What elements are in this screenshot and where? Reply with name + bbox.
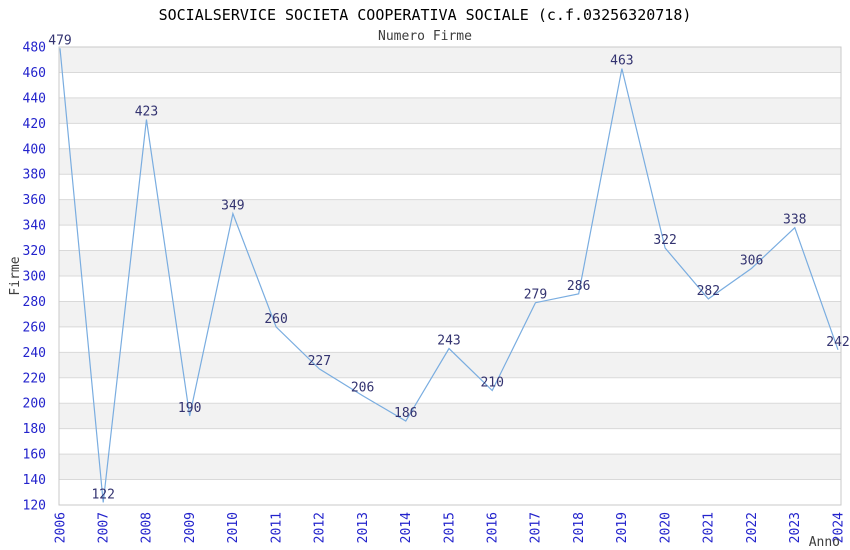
band [59, 403, 841, 429]
data-point-label: 322 [653, 233, 676, 248]
y-tick-label: 440 [23, 91, 46, 106]
data-point-label: 227 [308, 354, 331, 369]
y-tick-label: 420 [23, 117, 46, 132]
x-tick-label: 2014 [399, 512, 414, 543]
y-tick-label: 120 [23, 499, 46, 514]
y-tick-label: 300 [23, 270, 46, 285]
y-tick-label: 240 [23, 346, 46, 361]
x-tick-label: 2010 [226, 512, 241, 543]
y-tick-label: 360 [23, 193, 46, 208]
y-tick-label: 480 [23, 41, 46, 56]
y-tick-label: 400 [23, 142, 46, 157]
band [59, 97, 841, 124]
x-tick-label: 2013 [356, 512, 371, 543]
y-tick-label: 460 [23, 66, 46, 81]
x-tick-label: 2009 [183, 512, 198, 543]
data-point-label: 349 [221, 199, 244, 214]
data-point-label: 186 [394, 406, 417, 421]
chart-subtitle: Numero Firme [378, 29, 472, 44]
x-tick-label: 2008 [140, 512, 155, 543]
data-point-label: 260 [264, 312, 287, 327]
band [59, 454, 841, 480]
x-tick-label: 2020 [658, 512, 673, 543]
data-point-label: 306 [740, 253, 763, 268]
y-axis-tick-labels: 120 140 160 180 200 220 240 260 280 300 320 340 360 3… [23, 41, 46, 514]
x-tick-label: 2021 [702, 512, 717, 543]
y-tick-label: 260 [23, 320, 46, 335]
plot-frame [58, 46, 842, 506]
y-tick-label: 380 [23, 168, 46, 183]
band [59, 352, 841, 378]
band [59, 199, 841, 226]
data-point-label: 463 [610, 54, 633, 69]
x-tick-label: 2015 [442, 512, 457, 543]
y-tick-label: 280 [23, 295, 46, 310]
data-point-label: 279 [524, 288, 547, 303]
data-point-label: 423 [135, 105, 158, 120]
plot-bands [59, 47, 841, 480]
y-tick-label: 320 [23, 244, 46, 259]
data-point-label: 242 [826, 335, 849, 350]
series-line [59, 48, 839, 503]
x-tick-label: 2011 [269, 512, 284, 543]
y-axis-title: Firme [8, 256, 23, 295]
x-tick-label: 2024 [831, 512, 846, 543]
x-tick-label: 2019 [615, 512, 630, 543]
x-tick-label: 2016 [486, 512, 501, 543]
y-tick-label: 340 [23, 219, 46, 234]
x-tick-label: 2023 [788, 512, 803, 543]
data-point-labels: 479 122 423 190 349 260 227 206 186 243 210 279 286 4… [48, 33, 849, 502]
x-tick-label: 2022 [745, 512, 760, 543]
y-tick-label: 200 [23, 397, 46, 412]
data-point-label: 286 [567, 279, 590, 294]
data-point-label: 190 [178, 401, 201, 416]
y-tick-label: 180 [23, 422, 46, 437]
band [59, 47, 841, 73]
data-point-label: 210 [480, 376, 503, 391]
data-point-label: 243 [437, 334, 460, 349]
x-tick-label: 2006 [53, 512, 68, 543]
x-axis-tick-labels: 2006 2007 2008 2009 2010 2011 2012 2013 2014 2015… [53, 512, 846, 543]
data-point-label: 338 [783, 213, 806, 228]
y-tick-label: 220 [23, 371, 46, 386]
y-tick-label: 160 [23, 448, 46, 463]
x-tick-label: 2007 [97, 512, 112, 543]
data-point-label: 479 [48, 33, 71, 48]
data-point-label: 282 [697, 284, 720, 299]
x-tick-label: 2017 [529, 512, 544, 543]
x-tick-label: 2018 [572, 512, 587, 543]
chart-title: SOCIALSERVICE SOCIETA COOPERATIVA SOCIAL… [158, 6, 692, 24]
data-point-label: 122 [91, 487, 114, 502]
data-point-label: 206 [351, 381, 374, 396]
x-tick-label: 2012 [313, 512, 328, 543]
y-tick-label: 140 [23, 473, 46, 488]
x-axis-title: Anno [809, 535, 840, 550]
band [59, 301, 841, 327]
band [59, 250, 841, 276]
band [59, 148, 841, 175]
